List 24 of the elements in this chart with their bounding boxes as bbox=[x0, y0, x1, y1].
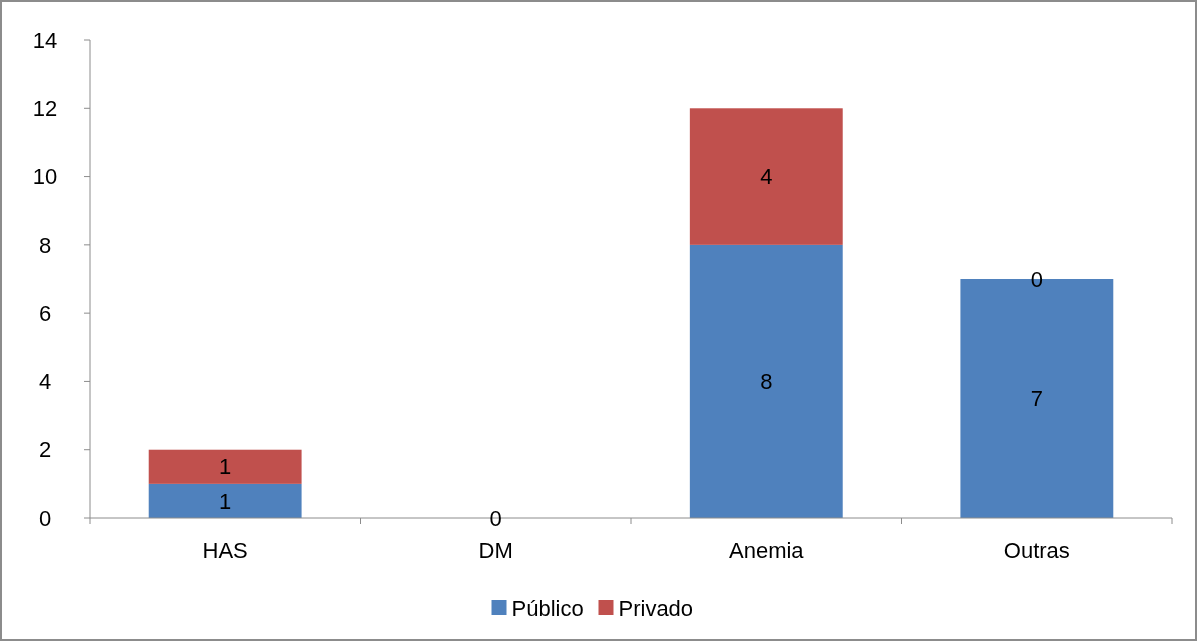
x-tick-label: Anemia bbox=[728, 538, 805, 563]
y-tick-label: 6 bbox=[38, 300, 52, 326]
legend-label: Público bbox=[511, 595, 584, 621]
y-tick-label: 0 bbox=[38, 505, 52, 531]
data-label: 7 bbox=[1030, 386, 1043, 412]
x-tick-label: HAS bbox=[202, 538, 248, 563]
data-label: 0 bbox=[489, 505, 502, 531]
y-tick-label: 12 bbox=[32, 95, 58, 121]
data-label: 4 bbox=[760, 164, 773, 190]
data-label: 1 bbox=[219, 488, 232, 514]
x-tick-label: Outras bbox=[1003, 538, 1070, 563]
bar bbox=[689, 244, 843, 518]
y-tick-label: 8 bbox=[38, 232, 52, 258]
data-label: 1 bbox=[219, 454, 232, 480]
x-tick-label: DM bbox=[478, 538, 513, 563]
data-label: 8 bbox=[760, 369, 773, 395]
y-tick-label: 4 bbox=[38, 369, 52, 395]
legend-label: Privado bbox=[618, 595, 694, 621]
y-tick-label: 2 bbox=[38, 437, 52, 463]
y-tick-label: 10 bbox=[32, 164, 58, 190]
bar bbox=[689, 108, 843, 245]
bar bbox=[148, 483, 302, 518]
bar bbox=[148, 449, 302, 484]
y-tick-label: 14 bbox=[32, 27, 58, 53]
